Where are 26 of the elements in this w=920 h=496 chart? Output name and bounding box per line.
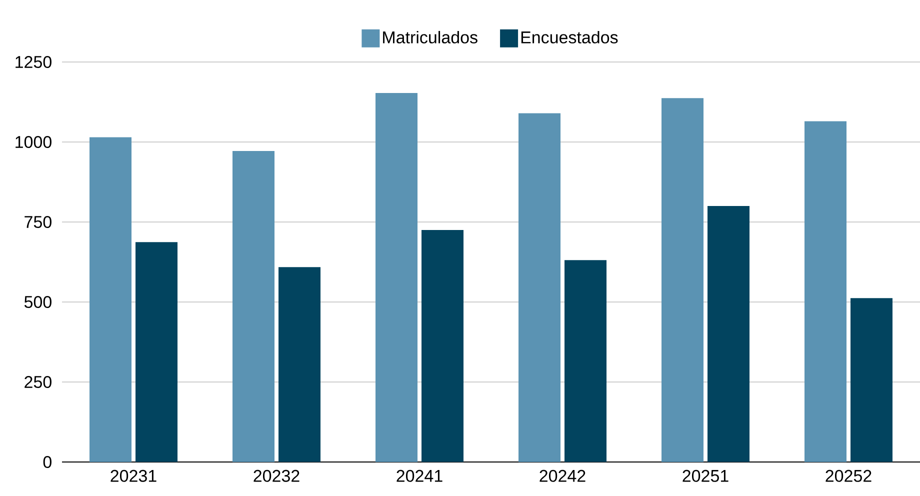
x-tick-label: 20241 bbox=[396, 470, 442, 482]
y-tick-label: 0 bbox=[43, 456, 52, 468]
legend-label: Encuestados bbox=[521, 30, 618, 44]
x-tick-label: 20232 bbox=[254, 470, 300, 482]
y-tick-label: 1250 bbox=[16, 56, 52, 68]
bar bbox=[278, 267, 320, 462]
bar bbox=[136, 242, 178, 462]
bar bbox=[662, 98, 704, 462]
y-tick-label: 750 bbox=[24, 216, 52, 228]
bar bbox=[422, 230, 464, 462]
x-tick-label: 20251 bbox=[682, 470, 728, 482]
x-tick-label: 20242 bbox=[540, 470, 586, 482]
bar bbox=[804, 121, 847, 462]
legend-label: Matriculados bbox=[383, 30, 478, 44]
bar bbox=[564, 260, 607, 462]
x-tick-label: 20252 bbox=[826, 470, 872, 482]
bar bbox=[232, 150, 274, 462]
bar bbox=[518, 113, 560, 462]
y-tick-label: 500 bbox=[24, 296, 52, 308]
y-tick-label: 1000 bbox=[16, 136, 52, 148]
bar bbox=[850, 298, 893, 462]
bar bbox=[90, 137, 132, 462]
y-tick-label: 250 bbox=[24, 376, 52, 388]
x-tick-label: 20231 bbox=[110, 470, 156, 482]
bar bbox=[708, 206, 750, 462]
bar bbox=[376, 93, 418, 462]
